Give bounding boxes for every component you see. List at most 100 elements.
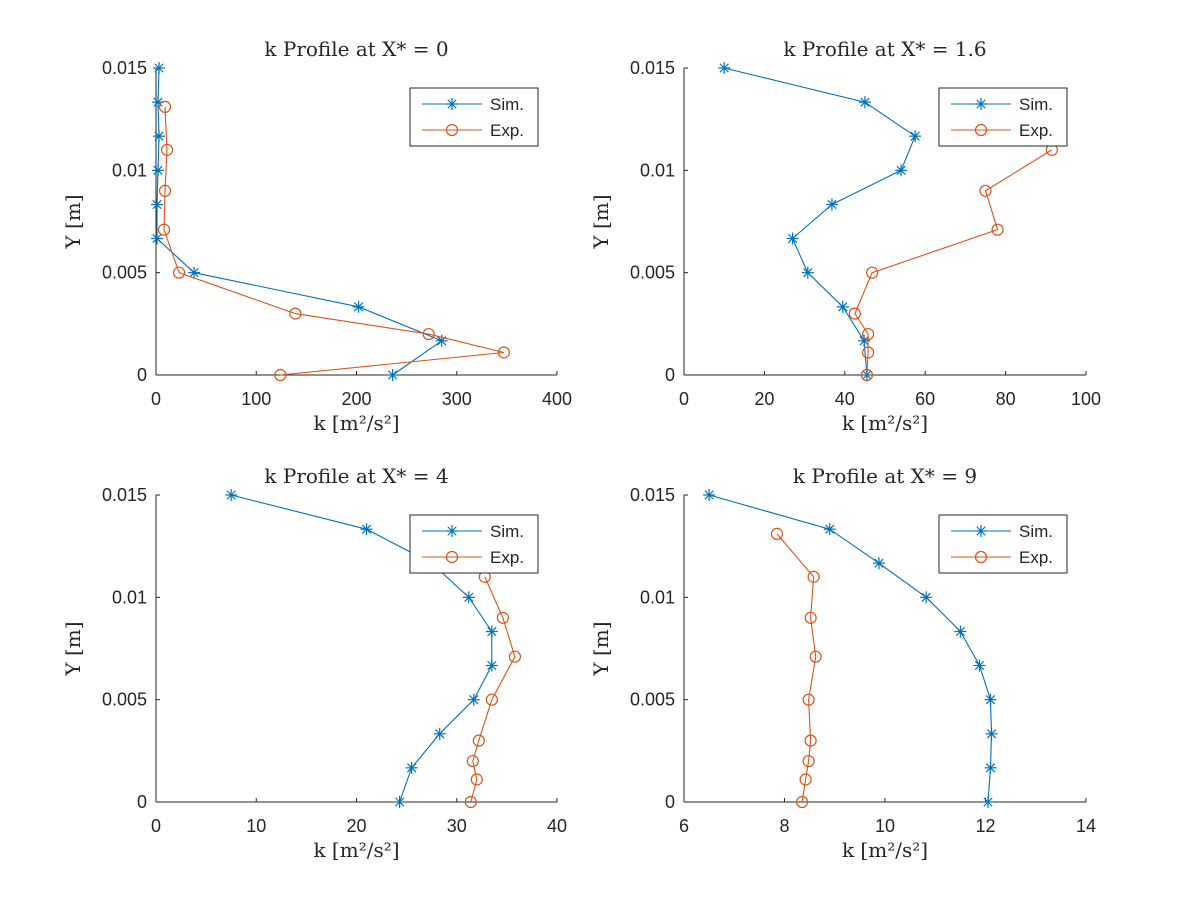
data-point xyxy=(467,693,480,706)
data-point xyxy=(770,527,784,540)
data-point xyxy=(872,557,885,570)
data-point xyxy=(858,96,871,109)
x-tick-label: 100 xyxy=(1071,389,1101,409)
data-point xyxy=(158,184,172,197)
data-point xyxy=(984,761,997,774)
y-tick-label: 0.015 xyxy=(102,58,147,78)
y-tick-label: 0.01 xyxy=(640,160,675,180)
x-tick-label: 10 xyxy=(246,816,266,836)
data-point xyxy=(405,761,418,774)
subplot-4: 6 8 10 12 14 0 0.005 0.01 0.015 k Profile at X* =… xyxy=(589,464,1096,862)
series-line xyxy=(776,533,817,803)
data-point xyxy=(823,523,836,536)
data-point xyxy=(422,327,435,341)
data-point xyxy=(825,198,838,211)
x-axis-label: k [m²/s²] xyxy=(313,411,399,435)
x-tick-label: 6 xyxy=(679,816,689,836)
x-tick-label: 400 xyxy=(542,389,572,409)
legend-box xyxy=(409,87,539,147)
data-point xyxy=(802,754,815,768)
y-tick-label: 0 xyxy=(665,365,675,385)
data-point xyxy=(979,184,992,197)
y-axis-label: Y [m] xyxy=(61,194,85,249)
legend-marker xyxy=(445,123,459,137)
data-point xyxy=(485,625,498,638)
data-point xyxy=(804,734,817,747)
data-point xyxy=(862,327,875,341)
legend-marker xyxy=(975,525,987,537)
x-tick-label: 30 xyxy=(447,816,467,836)
data-point xyxy=(802,693,815,706)
series-exp xyxy=(770,527,822,809)
legend-entry: Exp. xyxy=(490,121,524,140)
data-point xyxy=(464,795,477,809)
y-tick-label: 0.01 xyxy=(112,160,147,180)
series-sim xyxy=(151,62,448,381)
data-point xyxy=(809,650,822,663)
data-point xyxy=(786,232,799,245)
legend-box xyxy=(938,87,1068,147)
chart-title: k Profile at X* = 0 xyxy=(264,37,448,61)
data-point xyxy=(158,100,172,113)
data-point xyxy=(393,796,406,808)
data-point xyxy=(352,300,365,313)
x-tick-label: 300 xyxy=(442,389,472,409)
data-point xyxy=(151,232,164,245)
data-point xyxy=(496,611,509,624)
data-point xyxy=(973,659,986,672)
x-tick-label: 100 xyxy=(241,389,271,409)
x-tick-label: 40 xyxy=(835,389,855,409)
x-tick-label: 14 xyxy=(1076,816,1096,836)
legend-entry: Exp. xyxy=(1019,548,1053,567)
data-point xyxy=(153,62,166,74)
data-point xyxy=(485,659,498,672)
data-point xyxy=(188,266,201,279)
x-tick-label: 12 xyxy=(975,816,995,836)
data-point xyxy=(172,266,186,279)
data-point xyxy=(862,346,875,359)
data-point xyxy=(360,523,373,536)
data-point xyxy=(152,96,165,109)
series-line xyxy=(708,494,993,803)
series-line xyxy=(231,494,493,803)
legend-marker xyxy=(446,525,458,537)
legend-box xyxy=(938,514,1068,574)
legend-entry: Sim. xyxy=(1019,522,1053,541)
data-point xyxy=(860,368,874,382)
data-point xyxy=(858,334,871,347)
data-point xyxy=(225,489,238,501)
x-tick-label: 8 xyxy=(779,816,789,836)
subplot-3: 0 10 20 30 40 0 0.005 0.01 0.015 k Profile at X* … xyxy=(61,464,567,862)
y-tick-label: 0.015 xyxy=(630,58,675,78)
data-point xyxy=(801,266,814,279)
data-point xyxy=(386,369,399,381)
data-point xyxy=(472,734,485,747)
legend: Sim. Exp. xyxy=(409,87,539,147)
series-line xyxy=(163,106,505,376)
legend-box xyxy=(409,514,539,574)
legend-marker xyxy=(445,550,459,564)
x-tick-label: 60 xyxy=(915,389,935,409)
y-tick-label: 0 xyxy=(137,365,147,385)
legend-marker xyxy=(974,550,988,564)
chart-title: k Profile at X* = 4 xyxy=(264,464,448,488)
data-point xyxy=(984,693,997,706)
y-axis-label: Y [m] xyxy=(589,621,613,676)
legend-entry: Exp. xyxy=(490,548,524,567)
series-line xyxy=(156,67,443,376)
data-point xyxy=(485,693,498,706)
data-point xyxy=(152,164,165,177)
series-sim xyxy=(703,489,998,808)
data-point xyxy=(274,368,287,382)
data-point xyxy=(153,130,166,143)
y-tick-label: 0.005 xyxy=(630,263,675,283)
x-tick-label: 80 xyxy=(996,389,1016,409)
y-tick-label: 0.01 xyxy=(640,587,675,607)
series-exp xyxy=(848,143,1058,382)
data-point xyxy=(954,625,967,638)
x-tick-label: 20 xyxy=(346,816,366,836)
x-tick-label: 0 xyxy=(679,389,689,409)
legend: Sim. Exp. xyxy=(938,514,1068,574)
data-point xyxy=(795,795,809,809)
data-point xyxy=(433,727,446,740)
